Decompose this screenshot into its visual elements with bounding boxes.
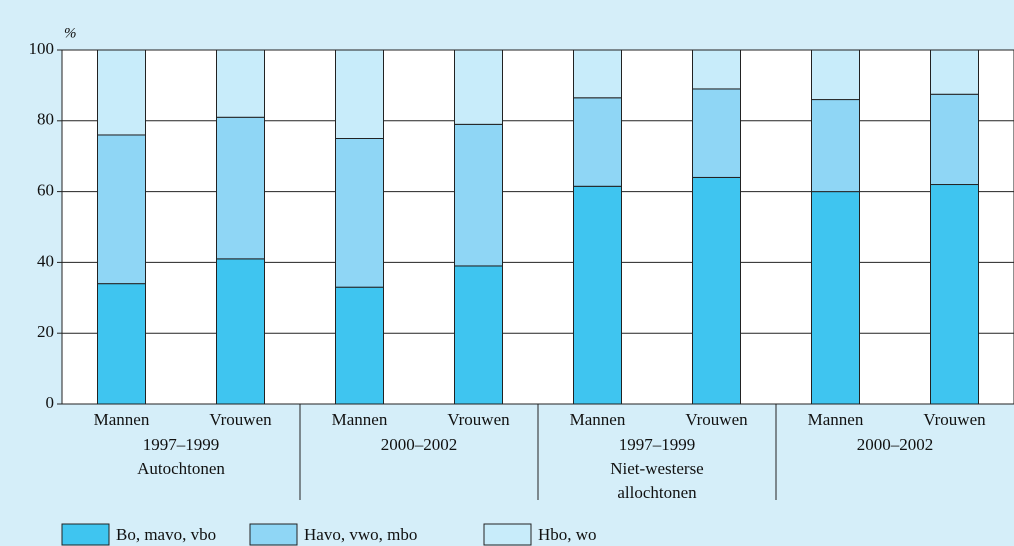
bar-segment [692, 176, 741, 405]
bar-segment [216, 258, 265, 405]
x-tick-label: Vrouwen [447, 410, 510, 429]
bar-segment [573, 185, 622, 405]
group-label: Autochtonen [137, 459, 225, 478]
x-tick-label: Vrouwen [923, 410, 986, 429]
group-label: 2000–2002 [857, 435, 934, 454]
bar-segment [335, 138, 384, 288]
group-label: 1997–1999 [143, 435, 220, 454]
bar-segment [216, 49, 265, 118]
bar-segment [930, 49, 979, 95]
y-tick-label: 100 [29, 39, 55, 58]
y-tick-label: 20 [37, 322, 54, 341]
group-label: 1997–1999 [619, 435, 696, 454]
bar-segment [454, 49, 503, 125]
legend-label: Hbo, wo [538, 525, 597, 544]
group-label: 2000–2002 [381, 435, 458, 454]
legend-swatch [249, 523, 298, 546]
legend-label: Bo, mavo, vbo [116, 525, 216, 544]
legend-swatch [61, 523, 110, 546]
bar-segment [692, 88, 741, 178]
y-tick-label: 60 [37, 181, 54, 200]
bar-segment [454, 265, 503, 405]
y-tick-label: 40 [37, 251, 54, 270]
x-tick-label: Mannen [94, 410, 150, 429]
bar-segment [335, 49, 384, 139]
bar-segment [335, 286, 384, 405]
x-tick-label: Vrouwen [685, 410, 748, 429]
bar-segment [97, 134, 146, 285]
bar-segment [811, 49, 860, 101]
group-label: Niet-westerse [610, 459, 703, 478]
bar-segment [811, 99, 860, 193]
bar-segment [573, 97, 622, 187]
legend-swatch [483, 523, 532, 546]
bar-segment [930, 184, 979, 405]
group-label: allochtonen [617, 483, 697, 502]
y-tick-label: 80 [37, 110, 54, 129]
x-tick-label: Vrouwen [209, 410, 272, 429]
bar-segment [573, 49, 622, 99]
bar-segment [692, 49, 741, 90]
y-tick-label: 0 [46, 393, 55, 412]
bar-segment [454, 123, 503, 267]
x-tick-label: Mannen [332, 410, 388, 429]
bar-segment [930, 93, 979, 186]
legend-label: Havo, vwo, mbo [304, 525, 417, 544]
x-tick-label: Mannen [570, 410, 626, 429]
y-unit: % [64, 25, 77, 41]
bar-segment [216, 116, 265, 260]
bar-segment [97, 49, 146, 136]
plot-area [61, 49, 1014, 405]
bar-segment [97, 283, 146, 405]
bar-segment [811, 191, 860, 405]
x-tick-label: Mannen [808, 410, 864, 429]
